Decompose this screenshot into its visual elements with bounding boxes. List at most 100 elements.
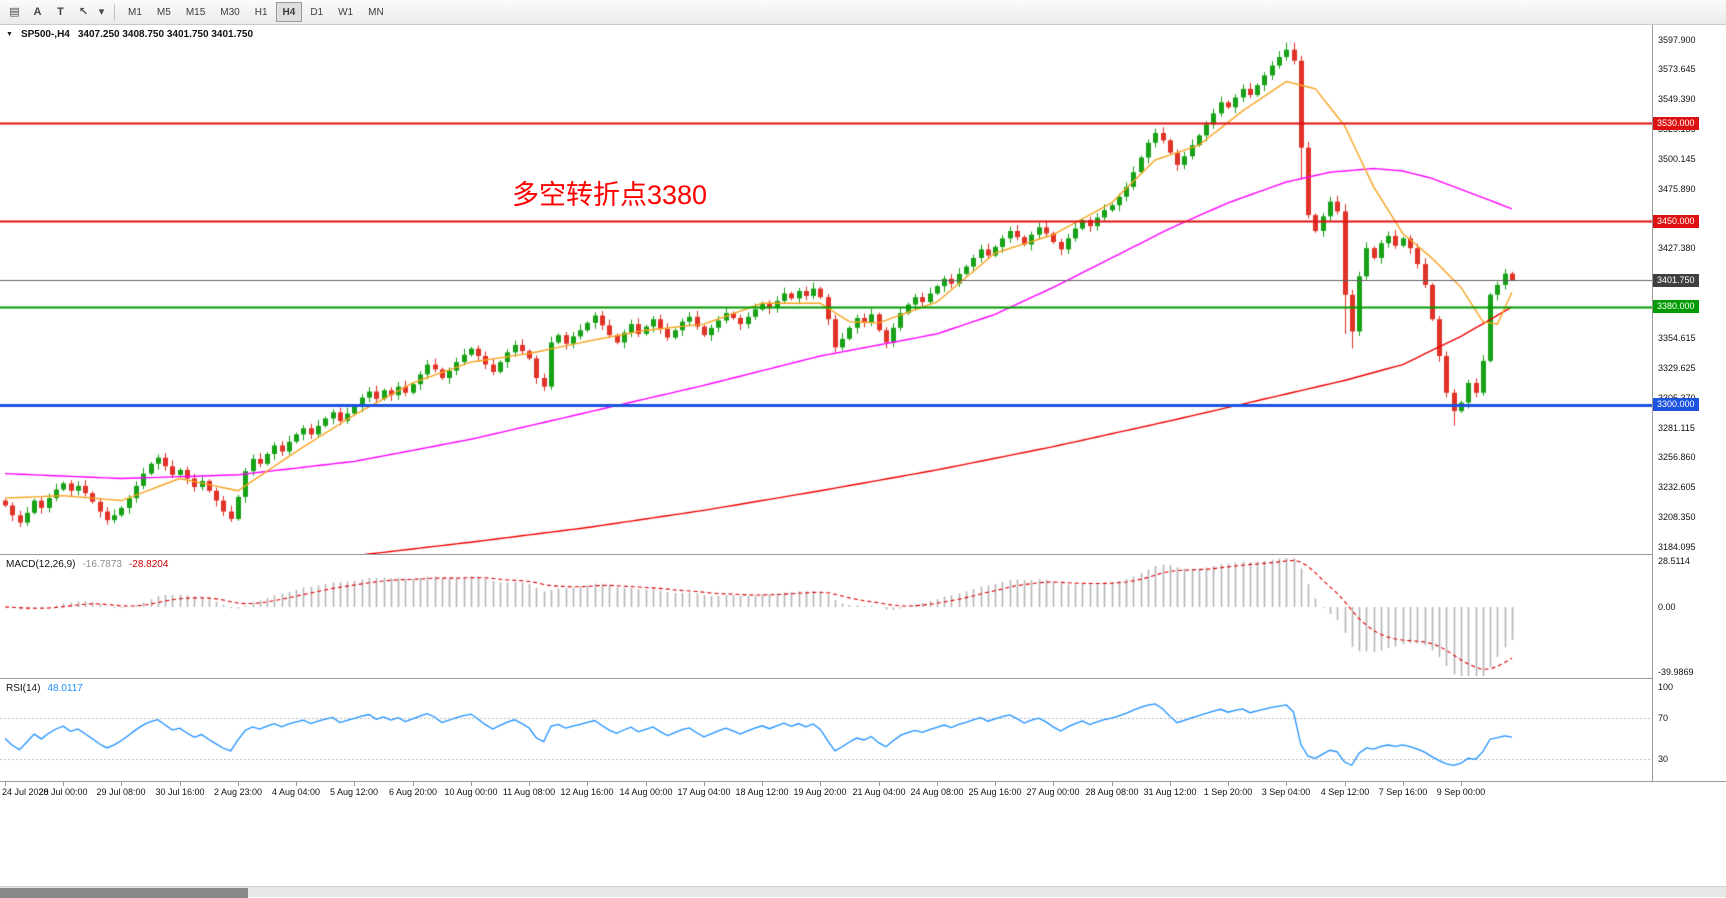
- timeframe-M5[interactable]: M5: [156, 6, 171, 18]
- time-axis-tickmark: [762, 782, 763, 786]
- price-chart-canvas[interactable]: [0, 25, 1652, 554]
- time-axis-tickmark: [879, 782, 880, 786]
- time-axis-tickmark: [238, 782, 239, 786]
- one-click-trading-dropdown-icon[interactable]: ▼: [6, 31, 13, 38]
- panel-separator-rsi[interactable]: [0, 678, 1726, 679]
- cursor-tool-button[interactable]: ↖: [72, 2, 95, 22]
- time-axis-label: 24 Jul 2020: [2, 787, 49, 797]
- price-axis-tick: 3256.860: [1658, 452, 1696, 462]
- time-axis-tickmark: [296, 782, 297, 786]
- price-axis-tick: 3549.390: [1658, 94, 1696, 104]
- timeframe-M15[interactable]: M15: [185, 6, 206, 18]
- price-level-label: 3450.000: [1653, 215, 1699, 228]
- timeframe-D1[interactable]: D1: [310, 6, 324, 18]
- time-axis[interactable]: 24 Jul 2020 28 Jul 00:00 29 Jul 08:00 30 Ju…: [0, 781, 1726, 801]
- text-tool-icon: T: [57, 5, 64, 18]
- time-axis-tickmark: [646, 782, 647, 786]
- time-axis-tickmark: [63, 782, 64, 786]
- time-axis-label: 19 Aug 20:00: [793, 787, 847, 797]
- price-axis-tick: 3329.625: [1658, 363, 1696, 373]
- macd-axis-tick: 28.5114: [1658, 556, 1690, 566]
- time-axis-tickmark: [1170, 782, 1171, 786]
- price-axis[interactable]: 3597.9003573.6453549.3903525.1353500.145…: [1652, 25, 1726, 781]
- charts-list-button[interactable]: ▤: [3, 2, 26, 22]
- time-axis-label: 27 Aug 00:00: [1026, 787, 1080, 797]
- panel-separator-macd[interactable]: [0, 554, 1726, 555]
- price-axis-tick: 3475.890: [1658, 184, 1696, 194]
- time-axis-label: 7 Sep 16:00: [1378, 787, 1428, 797]
- time-axis-tickmark: [1228, 782, 1229, 786]
- time-axis-tickmark: [180, 782, 181, 786]
- scrollbar-thumb[interactable]: [0, 888, 248, 898]
- time-axis-label: 25 Aug 16:00: [968, 787, 1022, 797]
- time-axis-tickmark: [587, 782, 588, 786]
- cursor-tool-icon: ↖: [78, 5, 89, 18]
- price-axis-tick: 3281.115: [1658, 423, 1695, 433]
- time-axis-label: 9 Sep 00:00: [1436, 787, 1486, 797]
- time-axis-tickmark: [354, 782, 355, 786]
- tools-dropdown-icon: ▾: [98, 5, 105, 18]
- timeframe-M30[interactable]: M30: [220, 6, 240, 18]
- horizontal-scrollbar[interactable]: [0, 886, 1726, 898]
- time-axis-tickmark: [1286, 782, 1287, 786]
- time-axis-tickmark: [820, 782, 821, 786]
- macd-name: MACD(12,26,9): [6, 559, 76, 570]
- time-axis-label: 28 Jul 00:00: [38, 787, 88, 797]
- symbol-ohlc-values: 3407.250 3408.750 3401.750 3401.750: [77, 29, 254, 40]
- time-axis-tickmark: [529, 782, 530, 786]
- time-axis-tickmark: [413, 782, 414, 786]
- price-axis-tick: 3208.350: [1658, 512, 1696, 522]
- time-axis-label: 4 Sep 12:00: [1320, 787, 1370, 797]
- time-axis-label: 11 Aug 08:00: [502, 787, 556, 797]
- text-tool-button[interactable]: T: [49, 2, 72, 22]
- symbol-info: ▼ SP500-,H4 3407.250 3408.750 3401.750 3…: [6, 29, 253, 40]
- text-label-tool-button[interactable]: A: [26, 2, 49, 22]
- time-axis-label: 12 Aug 16:00: [560, 787, 614, 797]
- price-axis-tick: 3232.605: [1658, 482, 1696, 492]
- rsi-axis-tick: 100: [1658, 682, 1674, 692]
- timeframe-MN[interactable]: MN: [368, 6, 384, 18]
- time-axis-tickmark: [1053, 782, 1054, 786]
- time-axis-tickmark: [704, 782, 705, 786]
- timeframe-M1[interactable]: M1: [128, 6, 142, 18]
- timeframe-W1[interactable]: W1: [338, 6, 354, 18]
- time-axis-tickmark: [471, 782, 472, 786]
- toolbar-separator: [114, 3, 115, 21]
- rsi-name: RSI(14): [6, 683, 41, 694]
- time-axis-label: 21 Aug 04:00: [852, 787, 906, 797]
- price-axis-tick: 3354.615: [1658, 333, 1696, 343]
- charts-list-icon: ▤: [9, 5, 20, 18]
- time-axis-label: 2 Aug 23:00: [213, 787, 263, 797]
- timeframe-H1[interactable]: H1: [254, 6, 268, 18]
- time-axis-label: 29 Jul 08:00: [96, 787, 146, 797]
- macd-main-value: -16.7873: [82, 559, 122, 570]
- price-axis-tick: 3500.145: [1658, 154, 1696, 164]
- macd-axis-tick: 0.00: [1658, 602, 1676, 612]
- rsi-axis-tick: 70: [1658, 713, 1669, 723]
- rsi-canvas[interactable]: [0, 679, 1652, 781]
- price-axis-tick: 3184.095: [1658, 542, 1696, 552]
- time-axis-tickmark: [1112, 782, 1113, 786]
- time-axis-tickmark: [1403, 782, 1404, 786]
- time-axis-label: 18 Aug 12:00: [735, 787, 789, 797]
- time-axis-label: 5 Aug 12:00: [329, 787, 379, 797]
- price-level-label: 3380.000: [1653, 300, 1699, 313]
- macd-label: MACD(12,26,9) -16.7873 -28.8204: [6, 559, 168, 570]
- time-axis-label: 4 Aug 04:00: [271, 787, 321, 797]
- timeframe-H4[interactable]: H4: [275, 2, 303, 22]
- price-axis-tick: 3427.380: [1658, 243, 1696, 253]
- price-axis-tick: 3573.645: [1658, 64, 1696, 74]
- price-axis-tick: 3597.900: [1658, 35, 1696, 45]
- text-label-tool-icon: A: [33, 5, 42, 18]
- time-axis-tickmark: [995, 782, 996, 786]
- time-axis-tickmark: [121, 782, 122, 786]
- time-axis-label: 24 Aug 08:00: [910, 787, 964, 797]
- chart-annotation-text: 多空转折点3380: [512, 180, 708, 210]
- tools-dropdown-button[interactable]: ▾: [95, 2, 108, 22]
- time-axis-label: 14 Aug 00:00: [619, 787, 673, 797]
- time-axis-label: 6 Aug 20:00: [388, 787, 438, 797]
- macd-canvas[interactable]: [0, 555, 1652, 678]
- price-level-label: 3401.750: [1653, 274, 1699, 287]
- time-axis-label: 30 Jul 16:00: [155, 787, 205, 797]
